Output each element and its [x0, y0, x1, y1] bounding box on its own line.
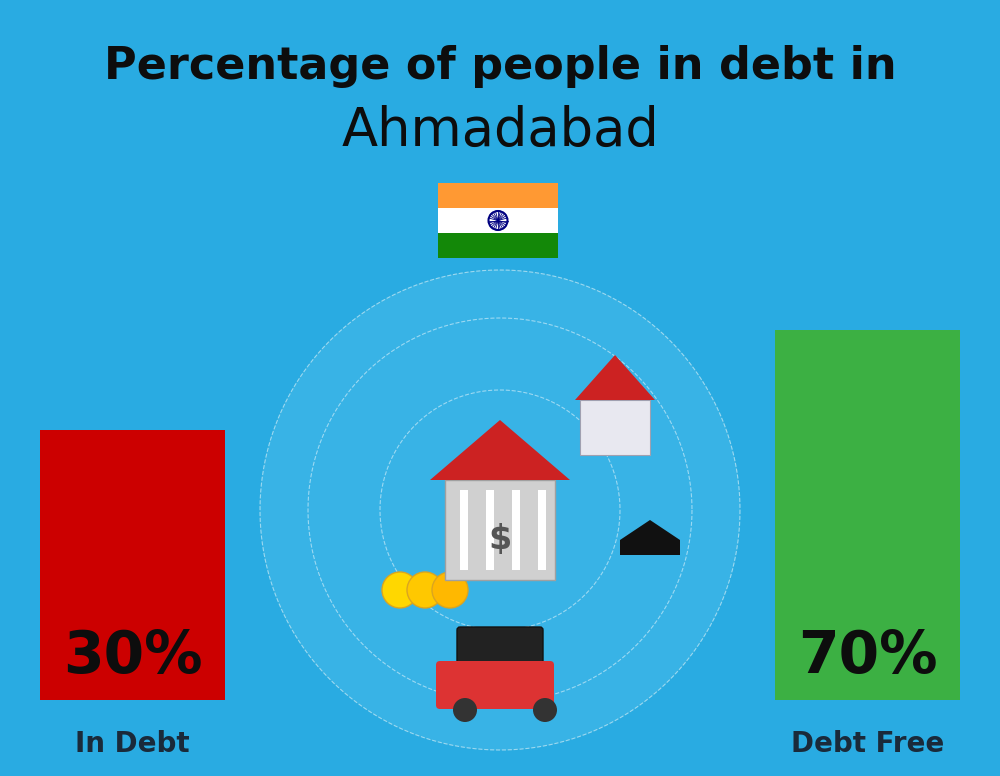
Bar — [40, 430, 225, 700]
Bar — [580, 400, 650, 455]
Bar — [438, 233, 558, 258]
Bar — [486, 490, 494, 570]
Bar — [538, 490, 546, 570]
Bar — [438, 208, 558, 233]
Text: 70%: 70% — [798, 628, 937, 685]
Polygon shape — [620, 520, 680, 540]
Bar — [512, 490, 520, 570]
Bar — [445, 480, 555, 580]
Circle shape — [453, 698, 477, 722]
Circle shape — [260, 270, 740, 750]
Text: 30%: 30% — [63, 628, 202, 685]
Text: Debt Free: Debt Free — [791, 730, 944, 758]
Circle shape — [432, 572, 468, 608]
Bar — [460, 490, 468, 570]
Text: Percentage of people in debt in: Percentage of people in debt in — [104, 45, 896, 88]
Circle shape — [533, 698, 557, 722]
Text: $: $ — [488, 524, 512, 556]
FancyBboxPatch shape — [457, 627, 543, 688]
Bar — [438, 183, 558, 208]
Polygon shape — [430, 420, 570, 480]
Text: Ahmadabad: Ahmadabad — [341, 105, 659, 157]
Bar — [775, 330, 960, 700]
Circle shape — [407, 572, 443, 608]
Text: In Debt: In Debt — [75, 730, 190, 758]
Bar — [620, 540, 680, 555]
Polygon shape — [575, 355, 655, 400]
Circle shape — [382, 572, 418, 608]
FancyBboxPatch shape — [436, 661, 554, 709]
